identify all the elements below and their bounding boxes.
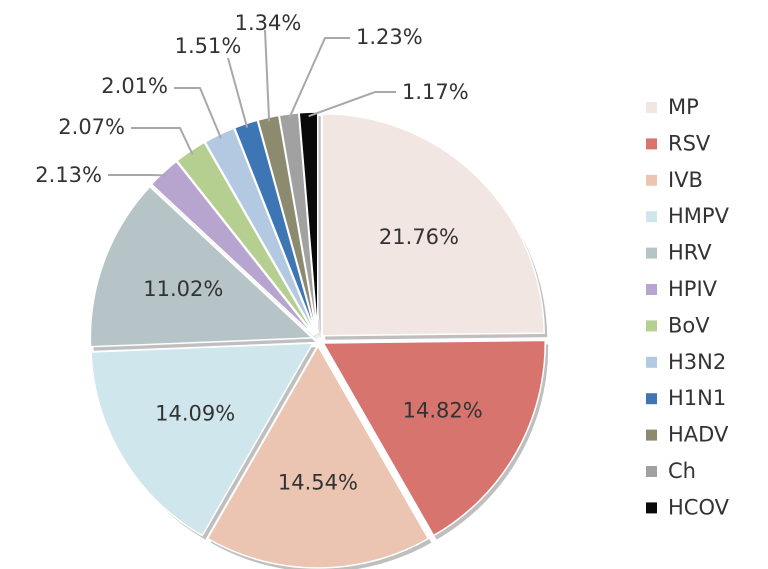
legend-item-ch: Ch	[646, 459, 696, 483]
data-label-h1n1: 1.51%	[175, 34, 242, 58]
data-label-rsv: 14.82%	[403, 398, 483, 422]
legend-swatch-hpiv	[646, 284, 657, 295]
legend-label-hpiv: HPIV	[668, 277, 718, 301]
legend-swatch-ch	[646, 466, 657, 477]
legend-label-h1n1: H1N1	[668, 386, 726, 410]
legend-item-hadv: HADV	[646, 423, 729, 447]
legend-swatch-h3n2	[646, 356, 657, 368]
legend: MP RSV IVB HMPV HRV HPIV BoV H3N2 H1N1 HADV Ch HCOV	[646, 95, 730, 519]
legend-item-hpiv: HPIV	[646, 277, 718, 301]
legend-swatch-mp	[646, 102, 657, 113]
legend-swatch-hadv	[646, 429, 657, 441]
slice-hmpv	[90, 342, 315, 537]
data-label-ivb: 14.54%	[278, 471, 358, 495]
legend-item-bov: BoV	[646, 313, 710, 337]
legend-item-hrv: HRV	[646, 241, 712, 265]
slice-hpiv	[150, 160, 315, 337]
legend-label-hrv: HRV	[668, 241, 712, 265]
data-label-mp: 21.76%	[379, 225, 459, 249]
legend-label-bov: BoV	[668, 313, 710, 337]
slice-rsv	[321, 339, 546, 537]
leader-line-hadv	[264, 29, 271, 122]
legend-item-mp: MP	[646, 95, 699, 119]
legend-label-h3n2: H3N2	[668, 350, 726, 374]
data-label-hmpv: 14.09%	[155, 401, 235, 425]
data-label-hrv: 11.02%	[143, 277, 223, 301]
leader-line-h3n2	[174, 87, 222, 139]
slice-ivb	[206, 344, 430, 569]
data-label-h3n2: 2.01%	[101, 74, 168, 98]
legend-label-mp: MP	[668, 95, 699, 119]
legend-item-hmpv: HMPV	[646, 204, 730, 228]
legend-item-rsv: RSV	[646, 131, 711, 155]
slice-mp	[321, 112, 545, 337]
legend-label-hmpv: HMPV	[668, 204, 730, 228]
legend-swatch-bov	[646, 320, 657, 332]
legend-label-ivb: IVB	[668, 168, 703, 192]
data-label-bov: 2.07%	[58, 115, 125, 139]
leader-line-h1n1	[227, 57, 249, 128]
legend-label-hadv: HADV	[668, 423, 729, 447]
leader-line-hcov	[308, 91, 396, 118]
legend-swatch-hmpv	[646, 211, 657, 223]
data-label-ch: 1.23%	[356, 25, 423, 49]
slice-hrv	[89, 185, 315, 348]
legend-label-ch: Ch	[668, 459, 696, 483]
legend-item-h3n2: H3N2	[646, 350, 726, 374]
legend-label-rsv: RSV	[668, 131, 711, 155]
legend-swatch-rsv	[646, 138, 657, 150]
legend-item-hcov: HCOV	[646, 495, 730, 519]
legend-swatch-hrv	[646, 247, 657, 259]
data-label-hpiv: 2.13%	[35, 163, 102, 187]
data-label-hadv: 1.34%	[235, 11, 302, 35]
legend-label-hcov: HCOV	[668, 495, 730, 519]
legend-item-ivb: IVB	[646, 168, 703, 192]
legend-item-h1n1: H1N1	[646, 386, 726, 410]
leader-line-ch	[288, 37, 350, 119]
data-label-hcov: 1.17%	[402, 80, 469, 104]
legend-swatch-hcov	[646, 502, 657, 514]
legend-swatch-h1n1	[646, 393, 657, 405]
leader-line-bov	[131, 127, 194, 155]
legend-swatch-ivb	[646, 174, 657, 186]
